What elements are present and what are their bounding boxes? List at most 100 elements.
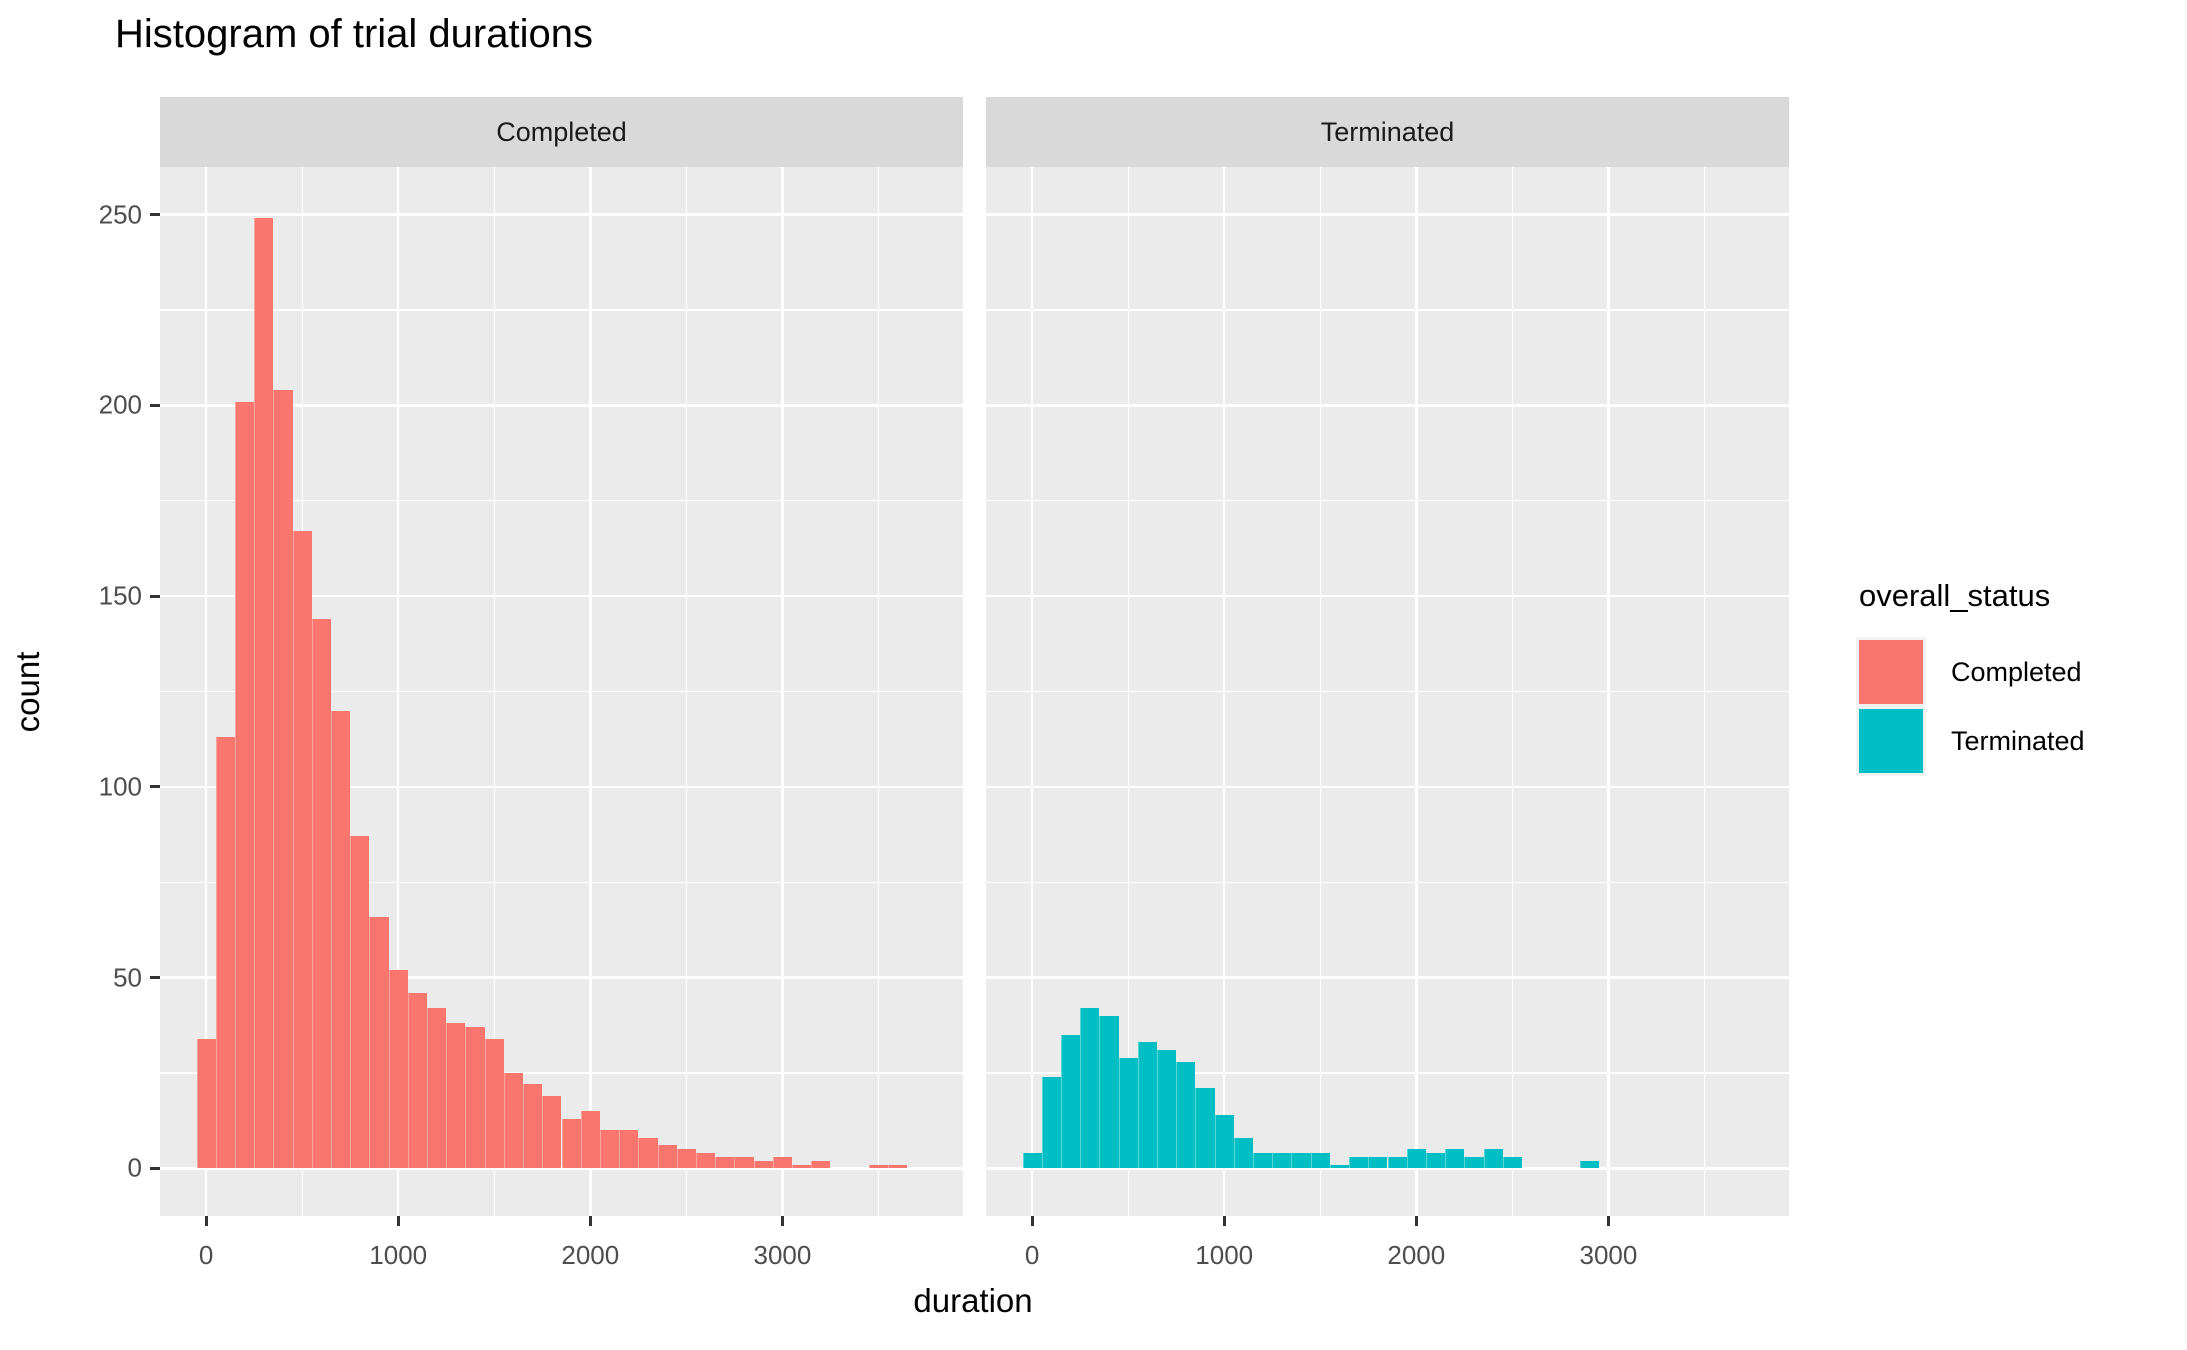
histogram-bar (503, 1072, 524, 1169)
histogram-bar (792, 1164, 812, 1169)
y-major-gridline (160, 213, 963, 216)
y-tick-mark (150, 594, 160, 598)
x-minor-gridline (1127, 167, 1129, 1216)
histogram-bar (388, 969, 408, 1169)
histogram-bar (484, 1038, 504, 1169)
histogram-bar (868, 1164, 889, 1169)
histogram-bar (1291, 1153, 1311, 1169)
x-major-gridline (1415, 167, 1418, 1216)
x-tick-mark (1222, 1216, 1226, 1226)
histogram-bar (599, 1130, 620, 1169)
x-major-gridline (1607, 167, 1610, 1216)
histogram-bar (1445, 1149, 1465, 1169)
histogram-bar (1368, 1156, 1388, 1169)
x-tick-label: 2000 (561, 1240, 620, 1270)
x-tick-label: 1000 (1195, 1240, 1254, 1270)
histogram-bar (465, 1027, 485, 1169)
x-tick-mark (1414, 1216, 1418, 1226)
histogram-bar (1176, 1061, 1196, 1169)
x-tick-mark (1030, 1216, 1034, 1226)
histogram-bar (1483, 1149, 1503, 1169)
histogram-bar (1329, 1164, 1350, 1169)
y-major-gridline (160, 976, 963, 979)
histogram-bar (1349, 1156, 1369, 1169)
y-tick-label: 200 (98, 389, 142, 420)
y-tick-mark (150, 213, 160, 217)
x-major-gridline (781, 167, 784, 1216)
histogram-bar (1060, 1034, 1081, 1169)
y-tick-label: 50 (113, 962, 142, 993)
histogram-bar (1464, 1156, 1484, 1169)
x-minor-gridline (493, 167, 495, 1216)
x-minor-gridline (877, 167, 880, 1216)
histogram-bar (407, 992, 428, 1169)
histogram-bar (215, 737, 235, 1169)
y-major-gridline (986, 213, 1789, 216)
y-major-gridline (160, 404, 963, 407)
legend-entry-terminated: Terminated (1847, 706, 2085, 776)
histogram-bar (1425, 1153, 1446, 1169)
histogram-bar (1502, 1156, 1522, 1169)
legend-title: overall_status (1859, 578, 2051, 613)
facet-strip-terminated: Terminated (986, 97, 1789, 167)
histogram-bar (561, 1118, 581, 1169)
y-minor-gridline (160, 881, 963, 883)
histogram-bar (638, 1137, 658, 1169)
x-major-gridline (204, 167, 208, 1216)
histogram-bar (311, 619, 331, 1169)
histogram-bar (1253, 1153, 1273, 1169)
histogram-bar (542, 1095, 562, 1169)
histogram-bar (715, 1156, 735, 1169)
y-tick-mark (150, 403, 160, 407)
histogram-bar (1233, 1137, 1254, 1169)
histogram-bar (695, 1153, 716, 1169)
x-tick-mark (588, 1216, 592, 1226)
x-tick-label: 1000 (369, 1240, 428, 1270)
x-tick-label: 3000 (1579, 1240, 1638, 1270)
panel-terminated (986, 167, 1789, 1216)
x-tick-label: 2000 (1387, 1240, 1446, 1270)
y-tick-label: 250 (98, 199, 142, 230)
histogram-bar (1387, 1156, 1407, 1169)
histogram-bar (1214, 1114, 1234, 1169)
facet-strip-label: Completed (496, 116, 627, 147)
legend-entry-label: Completed (1951, 656, 2082, 687)
y-axis-title: count (9, 651, 46, 733)
histogram-bar (1118, 1057, 1138, 1169)
histogram-bar (350, 836, 370, 1169)
y-minor-gridline (986, 690, 1789, 693)
histogram-bar (523, 1084, 543, 1169)
x-tick-mark (780, 1216, 784, 1226)
x-tick-label: 0 (1024, 1240, 1040, 1270)
histogram-bar (427, 1008, 447, 1169)
histogram-bar (657, 1145, 677, 1169)
x-minor-gridline (1319, 167, 1321, 1216)
x-major-gridline (396, 167, 400, 1216)
x-tick-label: 0 (198, 1240, 214, 1270)
y-minor-gridline (160, 309, 963, 311)
x-minor-gridline (1703, 167, 1706, 1216)
histogram-bar (811, 1160, 831, 1169)
histogram-bar (619, 1130, 639, 1169)
histogram-bar (753, 1160, 773, 1169)
x-major-gridline (589, 167, 592, 1216)
histogram-bar (734, 1156, 754, 1169)
y-tick-mark (150, 976, 160, 980)
histogram-bar (888, 1164, 908, 1169)
x-tick-label: 3000 (753, 1240, 812, 1270)
y-minor-gridline (986, 500, 1789, 502)
legend-entry-label: Terminated (1951, 725, 2085, 756)
x-major-gridline (1030, 167, 1034, 1216)
histogram-bar (330, 710, 351, 1169)
x-tick-mark (204, 1216, 208, 1226)
legend-entry-completed: Completed (1847, 637, 2085, 707)
y-major-gridline (160, 785, 963, 789)
x-major-gridline (1222, 167, 1226, 1216)
y-major-gridline (160, 594, 963, 598)
histogram-bar (1406, 1149, 1426, 1169)
y-major-gridline (986, 785, 1789, 789)
x-minor-gridline (1511, 167, 1513, 1216)
histogram-bar (1022, 1153, 1042, 1169)
histogram-bar (196, 1038, 216, 1169)
